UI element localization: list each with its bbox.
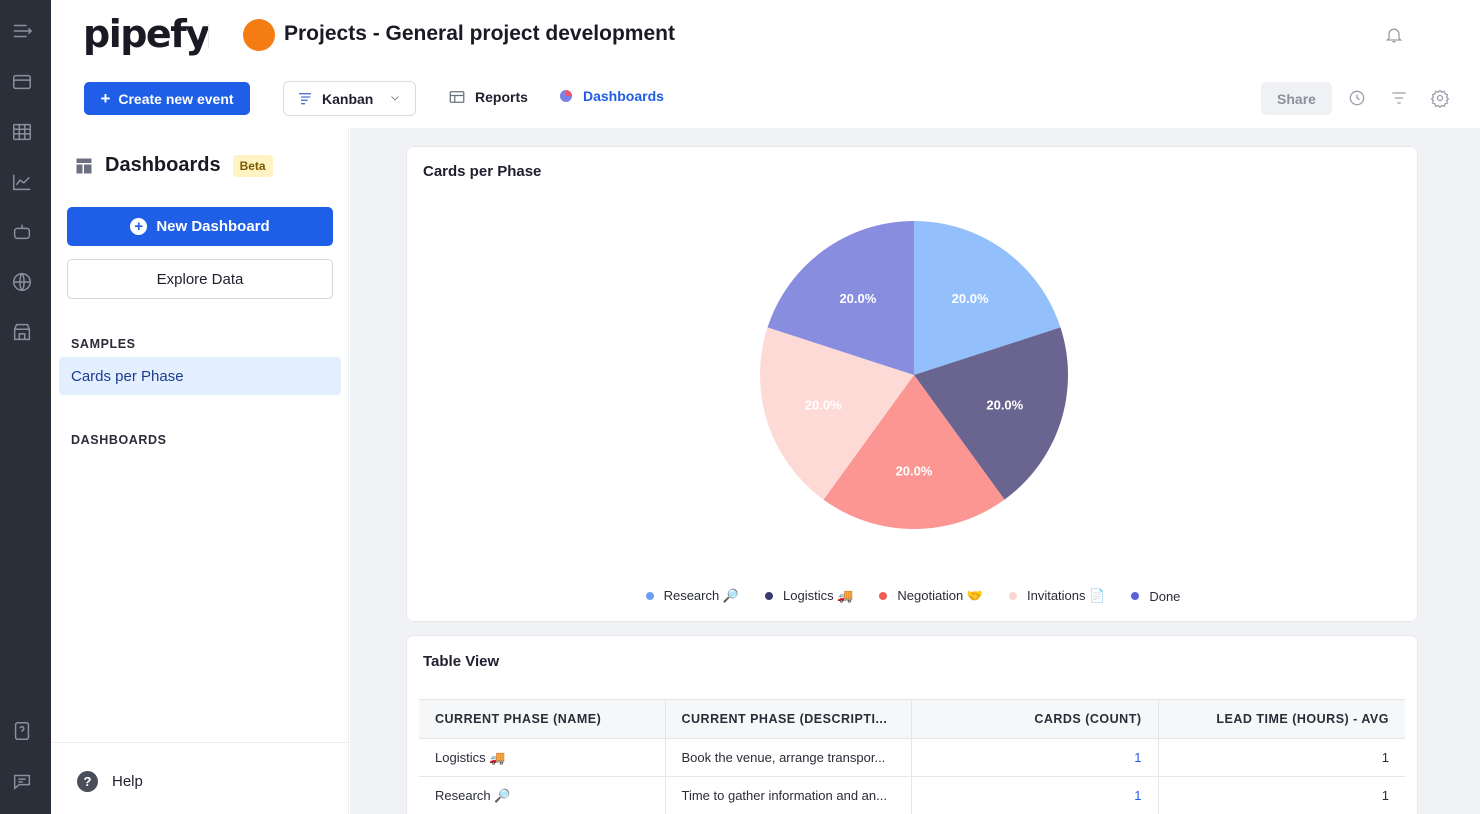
column-header[interactable]: CURRENT PHASE (NAME) bbox=[419, 700, 666, 738]
left-rail bbox=[0, 0, 51, 814]
legend-label: Logistics 🚚 bbox=[783, 588, 854, 603]
bot-icon[interactable] bbox=[10, 220, 34, 244]
bell-icon[interactable] bbox=[1384, 25, 1404, 45]
kanban-icon bbox=[299, 92, 311, 104]
chat-icon[interactable] bbox=[10, 769, 34, 793]
main-content: Cards per Phase 20.0% 20.0% 20.0% 20.0% 20.0… bbox=[350, 128, 1480, 814]
legend-item[interactable]: Negotiation 🤝 bbox=[879, 588, 983, 604]
pie-slice[interactable] bbox=[760, 327, 914, 500]
pie-slice[interactable] bbox=[914, 221, 1061, 375]
legend-dot bbox=[645, 592, 654, 600]
table-cell: Logistics 🚚 bbox=[419, 739, 666, 776]
pie-slice[interactable] bbox=[914, 327, 1068, 500]
legend-dot bbox=[1131, 592, 1140, 600]
dashboards-icon bbox=[560, 90, 572, 102]
tab-reports-label: Reports bbox=[475, 89, 528, 105]
help-icon: ? bbox=[77, 771, 98, 792]
table-cell[interactable]: 1 bbox=[912, 777, 1159, 814]
reports-icon bbox=[449, 91, 465, 103]
legend-dot bbox=[1008, 592, 1017, 600]
table-row: Research 🔎 Time to gather information an… bbox=[419, 777, 1405, 814]
pipe-color-dot bbox=[243, 19, 275, 51]
plus-icon: + bbox=[100, 89, 111, 108]
table-cell: Book the venue, arrange transpor... bbox=[666, 739, 912, 776]
pie-slice-label: 20.0% bbox=[952, 291, 989, 306]
legend-item[interactable]: Research 🔎 bbox=[645, 588, 740, 604]
sidebar-title: Dashboards bbox=[105, 154, 221, 176]
table-cell[interactable]: 1 bbox=[912, 739, 1159, 776]
column-header[interactable]: CARDS (COUNT) bbox=[912, 700, 1159, 738]
table-cell: Time to gather information and an... bbox=[666, 777, 912, 814]
filter-icon[interactable] bbox=[1389, 88, 1409, 108]
help-link[interactable]: ? Help bbox=[77, 771, 143, 792]
pipefy-logo[interactable]: pipefy bbox=[83, 12, 210, 56]
chart-legend: Research 🔎 Logistics 🚚 Negotiation 🤝 Invita… bbox=[407, 588, 1419, 604]
help-label: Help bbox=[112, 773, 143, 790]
tab-dashboards-label: Dashboards bbox=[583, 88, 664, 104]
sidebar-footer: ? Help bbox=[51, 742, 349, 814]
tab-dashboards[interactable]: Dashboards bbox=[558, 88, 664, 104]
globe-icon[interactable] bbox=[10, 270, 34, 294]
pie-slice[interactable] bbox=[823, 375, 1005, 529]
table-card-title: Table View bbox=[423, 653, 500, 670]
legend-item[interactable]: Invitations 📄 bbox=[1008, 588, 1106, 604]
legend-label: Invitations 📄 bbox=[1026, 588, 1106, 603]
chart-card-title: Cards per Phase bbox=[423, 163, 542, 180]
table-row: Logistics 🚚 Book the venue, arrange tran… bbox=[419, 739, 1405, 777]
tab-reports[interactable]: Reports bbox=[448, 88, 528, 106]
pie-slice-label: 20.0% bbox=[839, 291, 876, 306]
new-dashboard-button[interactable]: + New Dashboard bbox=[67, 207, 333, 246]
table-header-row: CURRENT PHASE (NAME) CURRENT PHASE (DESC… bbox=[419, 700, 1405, 739]
app-frame: pipefy Projects - General project develo… bbox=[51, 0, 1480, 814]
help-book-icon[interactable] bbox=[10, 719, 34, 743]
table-cell: 1 bbox=[1381, 750, 1389, 765]
pie-slice-label: 20.0% bbox=[805, 398, 842, 413]
inbox-icon[interactable] bbox=[10, 70, 34, 94]
dashboard-layout-icon bbox=[76, 158, 92, 173]
store-icon[interactable] bbox=[10, 320, 34, 344]
explore-data-button[interactable]: Explore Data bbox=[67, 259, 333, 299]
table-cell: 1 bbox=[1381, 788, 1389, 803]
legend-label: Done bbox=[1149, 588, 1181, 604]
page-title: Projects - General project development bbox=[284, 22, 675, 45]
view-selector-value: Kanban bbox=[322, 90, 374, 107]
pie-chart: 20.0% 20.0% 20.0% 20.0% 20.0% bbox=[759, 220, 1069, 530]
sidebar-item-cards-per-phase[interactable]: Cards per Phase bbox=[59, 357, 341, 395]
data-table: CURRENT PHASE (NAME) CURRENT PHASE (DESC… bbox=[419, 699, 1405, 814]
legend-dot bbox=[765, 592, 774, 600]
new-dashboard-label: New Dashboard bbox=[156, 218, 270, 235]
dashboards-sidebar: Dashboards Beta + New Dashboard Explore … bbox=[51, 128, 349, 814]
chart-icon[interactable] bbox=[10, 170, 34, 194]
legend-dot bbox=[879, 592, 888, 600]
create-event-label: Create new event bbox=[118, 90, 234, 107]
view-selector[interactable]: Kanban bbox=[283, 81, 416, 116]
table-icon[interactable] bbox=[10, 120, 34, 144]
column-header[interactable]: CURRENT PHASE (DESCRIPTI... bbox=[666, 700, 912, 738]
pie-slice[interactable] bbox=[767, 221, 914, 375]
chevron-down-icon bbox=[389, 91, 401, 103]
pie-slice-label: 20.0% bbox=[986, 398, 1023, 413]
legend-label: Research 🔎 bbox=[663, 588, 740, 603]
table-cell: Research 🔎 bbox=[419, 777, 666, 814]
table-card: Table View CURRENT PHASE (NAME) CURRENT … bbox=[406, 635, 1418, 814]
dashboards-heading: DASHBOARDS bbox=[71, 433, 167, 447]
pie-chart-svg: 20.0% 20.0% 20.0% 20.0% 20.0% bbox=[760, 221, 1068, 529]
column-header[interactable]: LEAD TIME (HOURS) - AVG bbox=[1216, 712, 1389, 726]
legend-item[interactable]: Done bbox=[1131, 588, 1180, 604]
chart-card: Cards per Phase 20.0% 20.0% 20.0% 20.0% 20.0… bbox=[406, 146, 1418, 622]
samples-heading: SAMPLES bbox=[71, 337, 136, 351]
create-event-button[interactable]: + Create new event bbox=[84, 82, 250, 115]
header-divider bbox=[208, 24, 209, 48]
gear-icon[interactable] bbox=[1430, 88, 1450, 109]
share-button[interactable]: Share bbox=[1261, 82, 1332, 115]
beta-badge: Beta bbox=[232, 154, 273, 177]
history-icon[interactable] bbox=[1347, 88, 1367, 108]
legend-item[interactable]: Logistics 🚚 bbox=[765, 588, 853, 604]
legend-label: Negotiation 🤝 bbox=[897, 588, 983, 603]
pie-slice-label: 20.0% bbox=[896, 463, 933, 478]
sidebar-header: Dashboards Beta bbox=[75, 154, 273, 177]
plus-circle-icon: + bbox=[130, 218, 148, 235]
menu-icon[interactable] bbox=[10, 19, 34, 43]
